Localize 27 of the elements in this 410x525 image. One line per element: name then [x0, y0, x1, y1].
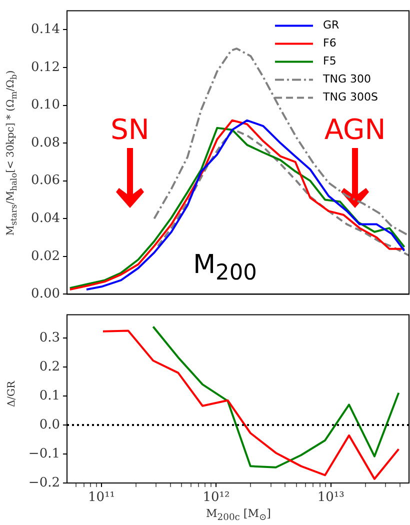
annotation: AGN [324, 113, 386, 146]
legend-label: TNG 300 [322, 72, 371, 86]
y-tick-label: 0.1 [39, 388, 60, 404]
y-tick-label: 0.0 [39, 417, 60, 432]
legend-label: F6 [323, 36, 336, 50]
y-axis-title: Δ/GR [6, 380, 18, 407]
y-tick-label: 0.04 [31, 211, 60, 226]
y-tick-label: 0.2 [39, 359, 60, 374]
x-tick-label: 10¹¹ [88, 490, 116, 506]
annotation: M$_{200}$ [193, 250, 257, 286]
y-tick-label: 0.14 [31, 22, 60, 38]
y-tick-label: −0.1 [28, 446, 60, 462]
y-tick-label: 0.06 [31, 173, 60, 188]
x-tick-label: 10¹³ [317, 490, 344, 506]
x-axis-title: M$_{200c}$ [M$_{⊙}$] [206, 507, 271, 524]
y-tick-label: 0.00 [31, 286, 60, 302]
y-tick-label: 0.10 [31, 98, 60, 113]
y-tick-label: 0.02 [31, 248, 60, 264]
legend-label: TNG 300S [322, 90, 378, 104]
x-tick-label: 10¹² [202, 490, 230, 506]
legend-label: GR [323, 18, 340, 32]
annotation: SN [110, 113, 150, 146]
y-tick-label: 0.08 [31, 135, 60, 150]
y-tick-label: 0.3 [39, 330, 60, 346]
y-tick-label: 0.12 [31, 60, 60, 75]
legend-label: F5 [323, 54, 336, 68]
y-tick-label: −0.2 [28, 475, 60, 490]
